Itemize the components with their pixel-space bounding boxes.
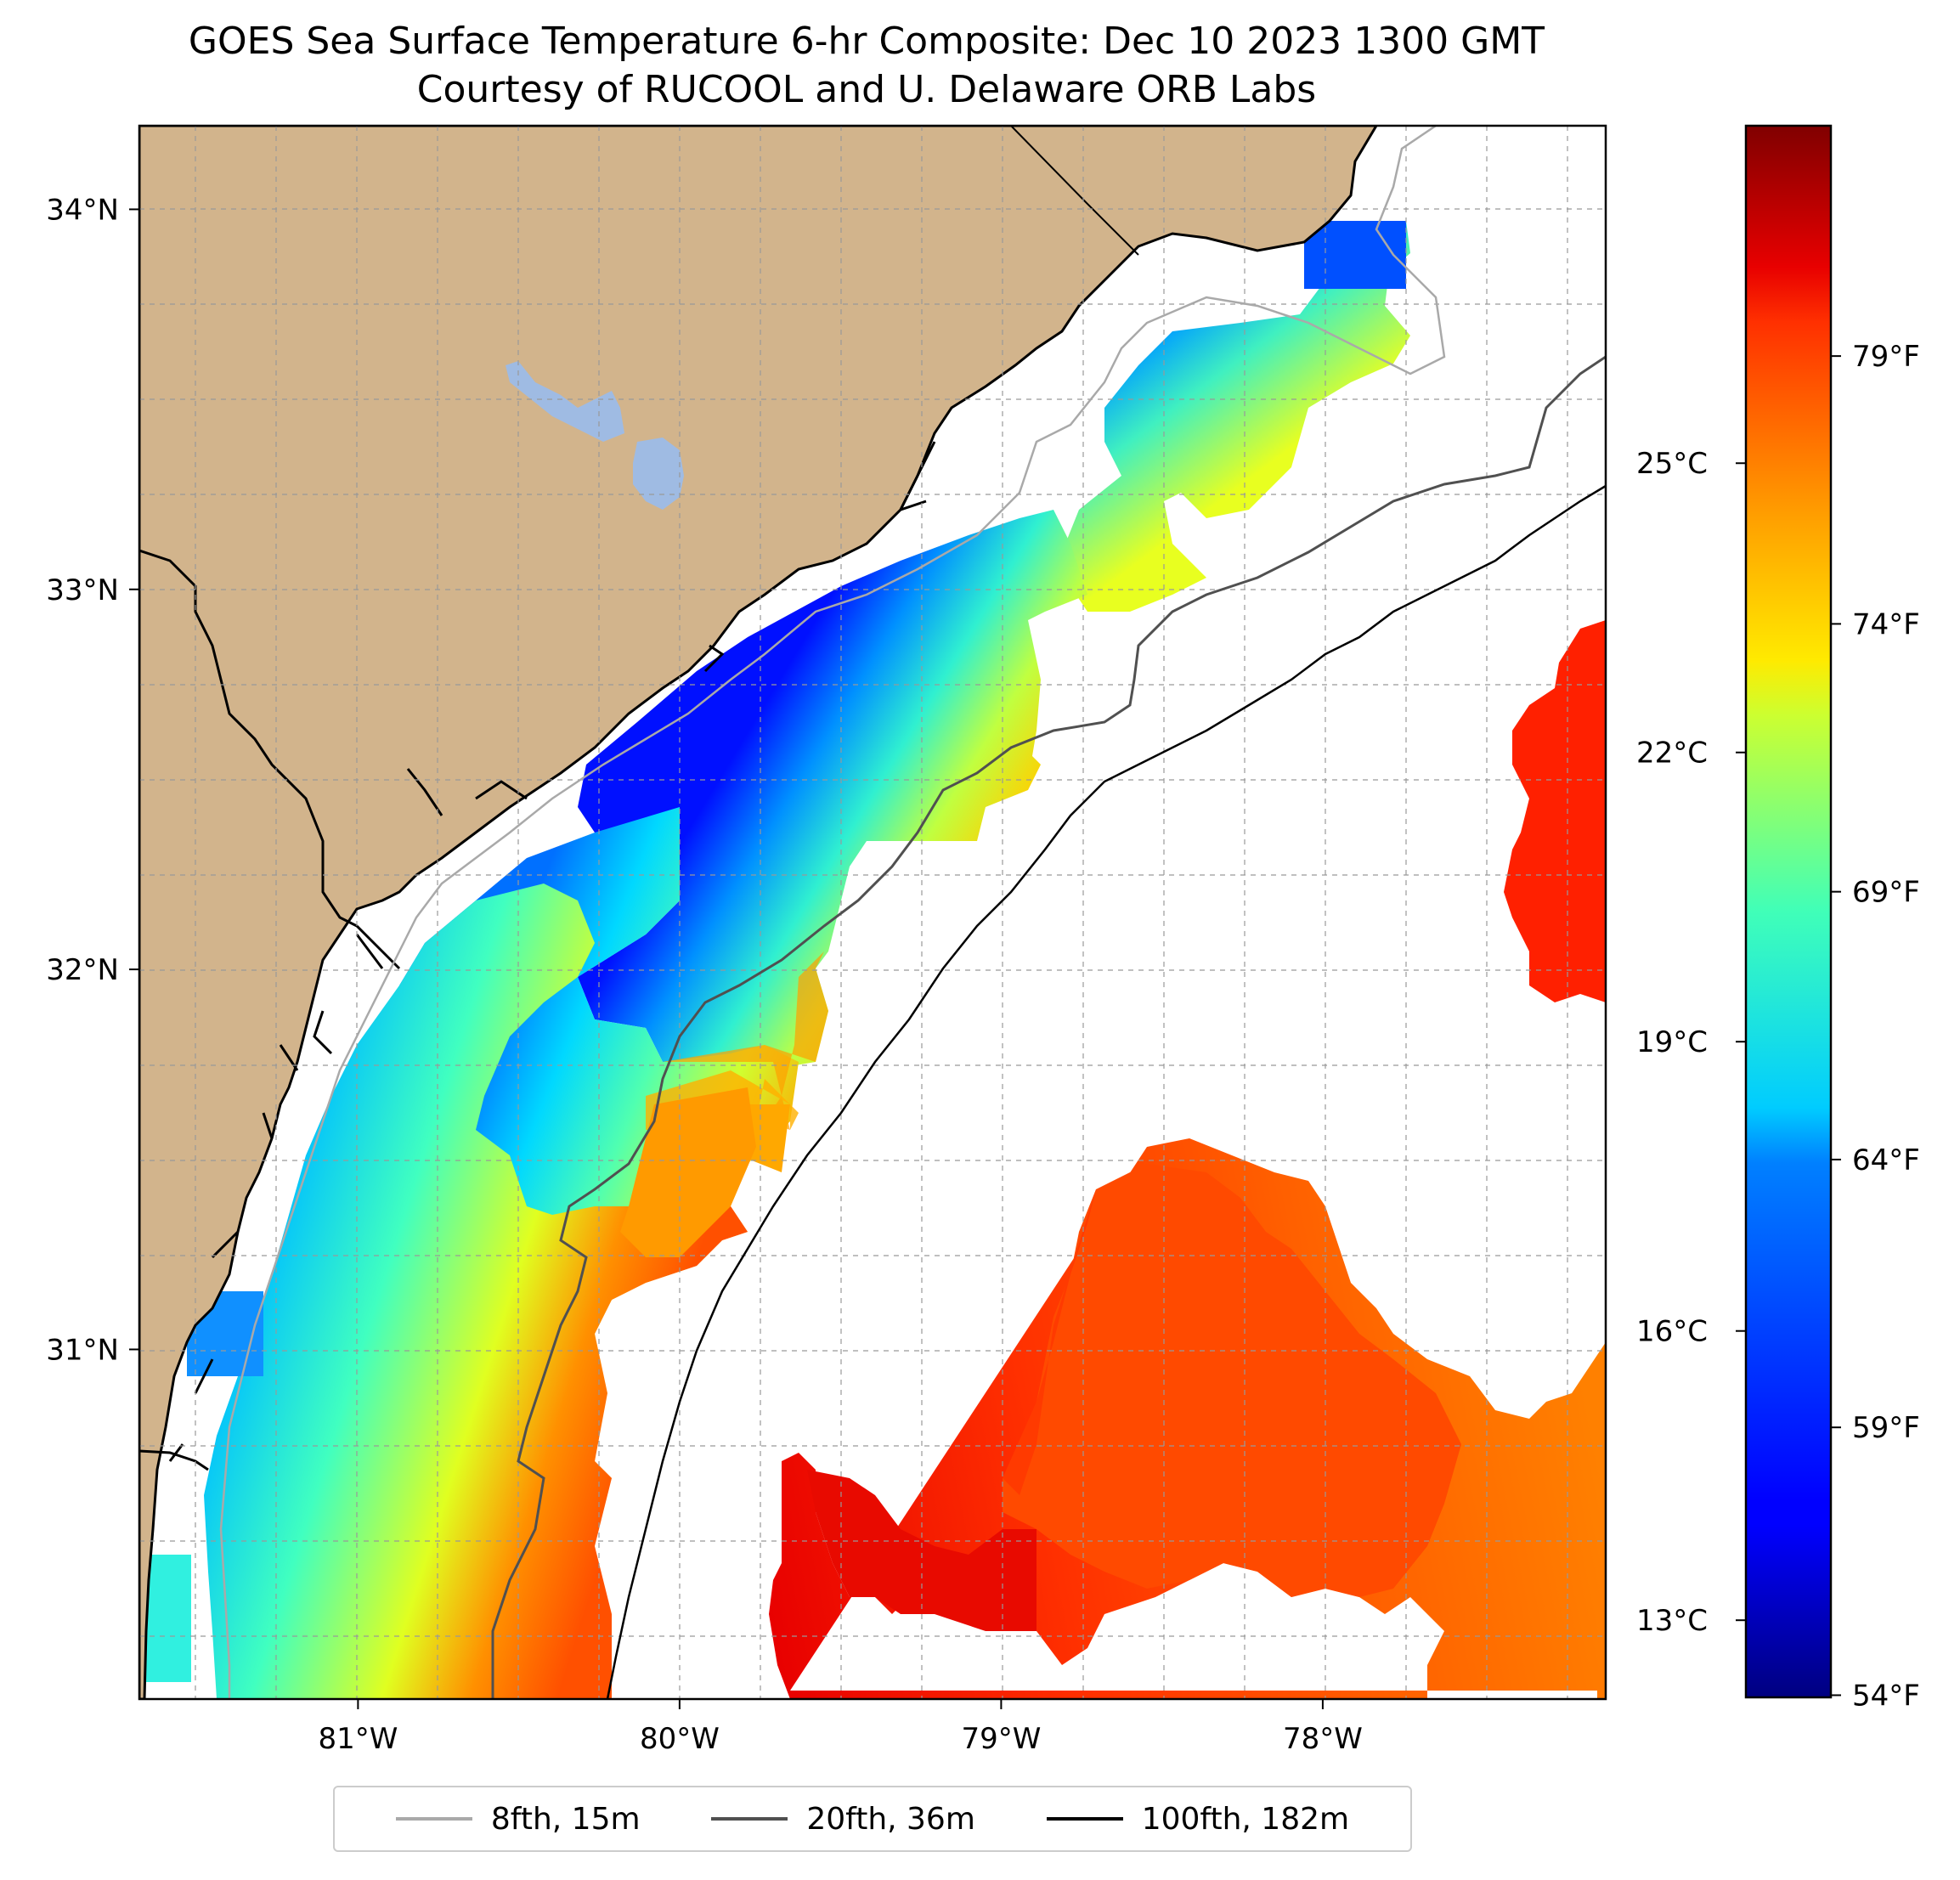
legend-swatch-8fth: [395, 1817, 472, 1821]
lat-tick-label: 34°N: [46, 193, 119, 227]
sst-field-mid-east: [663, 951, 828, 1130]
isobath-8fth: [219, 126, 1446, 1699]
colorbar-fahrenheit-label: 74°F: [1852, 607, 1920, 641]
colorbar-fahrenheit-label: 69°F: [1852, 876, 1920, 910]
colorbar-fahrenheit-label: 59°F: [1852, 1411, 1920, 1445]
isobath-legend: 8fth, 15m 20fth, 36m 100fth, 182m: [333, 1786, 1412, 1852]
sst-gulfstream-west: [807, 1470, 1036, 1631]
legend-label-100fth: 100fth, 182m: [1141, 1801, 1350, 1837]
sst-gulfstream-north: [1504, 620, 1606, 1002]
map-gridlines: [139, 126, 1606, 1699]
legend-swatch-100fth: [1046, 1817, 1123, 1821]
lat-axis: 31°N 32°N 33°N 34°N: [46, 193, 139, 1367]
legend-swatch-20fth: [711, 1817, 788, 1821]
legend-item-100fth: 100fth, 182m: [1046, 1801, 1350, 1837]
coast-islands: [168, 441, 936, 1462]
legend-label-20fth: 20fth, 36m: [806, 1801, 975, 1837]
lake-moultrie: [633, 438, 684, 510]
sst-field-central: [578, 510, 1087, 1070]
map-area: [139, 126, 1606, 1699]
lake-marion: [506, 361, 624, 442]
lon-axis: 81°W 80°W 79°W 78°W: [318, 1699, 1363, 1756]
colorbar-celsius-label: 13°C: [1636, 1604, 1708, 1638]
colorbar-celsius-label: 19°C: [1636, 1025, 1708, 1059]
lon-tick-label: 81°W: [318, 1722, 398, 1756]
figure-subtitle: Courtesy of RUCOOL and U. Delaware ORB L…: [417, 68, 1316, 111]
colorbar-fahrenheit-label: 79°F: [1852, 340, 1920, 374]
state-boundary-ga-fl: [139, 1449, 209, 1471]
colorbar-fahrenheit-label: 54°F: [1852, 1679, 1920, 1713]
isobath-20fth: [491, 355, 1606, 1699]
colorbar-fahrenheit-axis: 54°F 59°F 64°F 69°F 74°F 79°F: [1831, 340, 1920, 1713]
legend-item-8fth: 8fth, 15m: [395, 1801, 641, 1837]
lon-tick-label: 78°W: [1283, 1722, 1363, 1756]
sst-field-north: [1062, 221, 1410, 612]
colorbar-celsius-label: 16°C: [1636, 1315, 1708, 1349]
sst-gulfstream-core: [1003, 1164, 1461, 1597]
lat-tick-label: 33°N: [46, 573, 119, 607]
lat-tick-label: 31°N: [46, 1333, 119, 1367]
colorbar-celsius-axis: 13°C 16°C 19°C 22°C 25°C: [1636, 447, 1746, 1638]
isobath-100fth: [606, 484, 1606, 1699]
legend-label-8fth: 8fth, 15m: [490, 1801, 641, 1837]
lon-tick-label: 79°W: [961, 1722, 1041, 1756]
land-mainland: [139, 126, 1378, 1699]
colorbar-celsius-label: 25°C: [1636, 447, 1708, 481]
colorbar-celsius-label: 22°C: [1636, 737, 1708, 771]
sst-patch-capefear: [1304, 221, 1406, 289]
sst-field-south: [204, 884, 748, 1699]
lon-tick-label: 80°W: [640, 1722, 720, 1756]
colorbar-fahrenheit-label: 64°F: [1852, 1143, 1920, 1177]
colorbar: [1744, 124, 1833, 1699]
legend-item-20fth: 20fth, 36m: [711, 1802, 975, 1837]
state-boundary-nc-sc: [1010, 126, 1139, 256]
sst-gulfstream-belly: [1003, 1189, 1096, 1495]
map-frame: [138, 124, 1607, 1701]
figure-title: GOES Sea Surface Temperature 6-hr Compos…: [189, 20, 1545, 63]
lat-tick-label: 32°N: [46, 953, 119, 987]
